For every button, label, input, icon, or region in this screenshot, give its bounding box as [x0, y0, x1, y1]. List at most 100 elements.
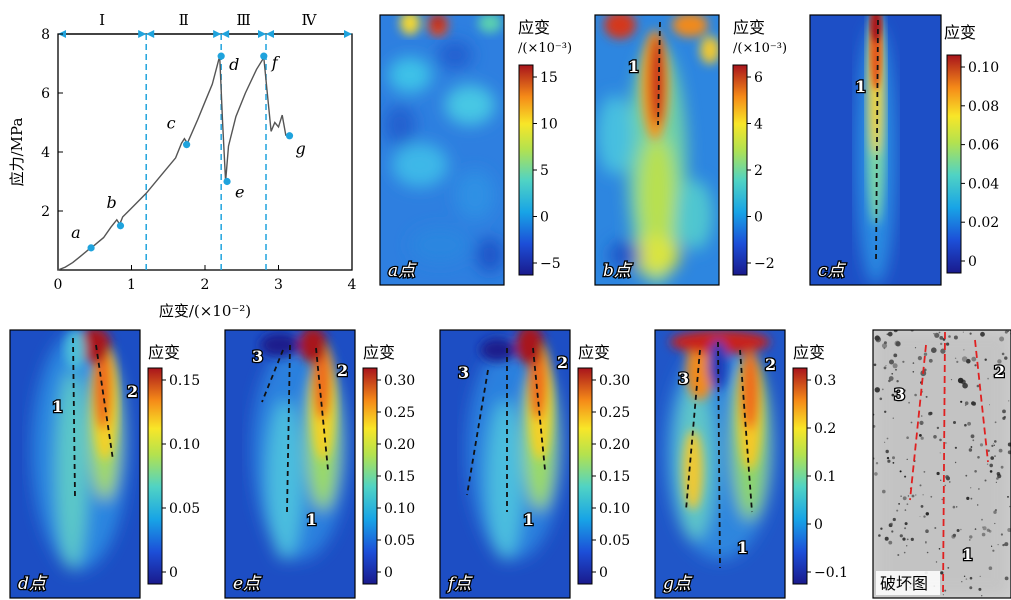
crack-label-c-1: 1: [855, 77, 866, 96]
photo-speckle: [1009, 505, 1011, 508]
photo-speckle: [942, 594, 944, 596]
photo-speckle: [896, 380, 899, 383]
colorbar-tick-label-c: 0.10: [968, 60, 999, 76]
colorbar-tick-label-d: 0.05: [169, 501, 200, 517]
photo-speckle: [904, 527, 907, 530]
colorbar-tick-label-a: 5: [540, 163, 549, 179]
stage-arrow-head-left: [221, 30, 230, 38]
photo-speckle: [989, 470, 993, 473]
photo-speckle: [902, 496, 907, 501]
colorbar-tick-label-d: 0.10: [169, 437, 200, 453]
photo-speckle: [999, 336, 1005, 342]
photo-speckle: [892, 462, 895, 464]
photo-speckle: [908, 401, 910, 404]
photo-speckle: [896, 509, 899, 512]
photo-speckle: [965, 578, 968, 580]
stage-arrow-head-right: [258, 30, 267, 38]
photo-speckle: [875, 462, 879, 465]
photo-speckle: [993, 444, 995, 446]
photo-crack-label-1: 1: [962, 545, 973, 564]
photo-label: 破坏图: [880, 574, 928, 593]
stage-arrows: Ⅰ Ⅱ Ⅲ Ⅳ: [58, 11, 352, 38]
photo-speckle: [1002, 416, 1006, 420]
photo-speckle: [940, 479, 942, 481]
photo-speckle: [965, 474, 968, 477]
crack-label-e-1: 1: [306, 510, 317, 529]
stage-arrow-head-right: [344, 30, 352, 38]
photo-speckle: [925, 541, 927, 544]
colorbar-b: [732, 64, 748, 276]
photo-speckle: [988, 566, 993, 570]
photo-speckle: [990, 456, 994, 460]
point-marker-c: [183, 141, 191, 149]
colorbar-tick-label-b: 0: [754, 210, 763, 226]
photo-speckle: [878, 534, 881, 537]
photo-speckle: [996, 472, 1001, 476]
point-label-g: g: [296, 139, 306, 158]
point-marker-b: [116, 222, 125, 230]
colorbar-g: [792, 367, 808, 585]
photo-speckle: [904, 509, 907, 511]
photo-speckle: [886, 437, 889, 440]
strain-map-e: [224, 329, 356, 599]
photo-speckle: [1008, 400, 1010, 402]
colorbar-tick-label-f: 0.10: [599, 501, 630, 517]
photo-speckle: [881, 388, 884, 391]
colorbar-tick-label-e: 0.10: [384, 501, 415, 517]
crack-label-b-1: 1: [628, 57, 639, 76]
photo-speckle: [925, 512, 929, 516]
photo-speckle: [919, 484, 922, 487]
photo-speckle: [960, 400, 963, 403]
photo-speckle: [938, 331, 941, 334]
photo-speckle: [897, 554, 900, 556]
colorbar-tick-label-b: 2: [754, 163, 763, 179]
photo-speckle: [912, 371, 915, 373]
photo-speckle: [963, 575, 966, 577]
photo-speckle: [974, 364, 977, 367]
photo-speckle: [961, 581, 963, 583]
photo-speckle: [899, 470, 902, 473]
photo-speckle: [940, 342, 943, 346]
colorbar-title-g: 应变: [793, 343, 825, 362]
stage-arrow-head-right: [138, 30, 147, 38]
photo-speckle: [934, 332, 940, 338]
point-label-e: e: [235, 183, 244, 202]
photo-speckle: [946, 476, 950, 481]
colorbar-tick-label-c: 0: [968, 254, 977, 270]
photo-speckle: [991, 545, 993, 547]
colorbar-tick-label-b: 4: [754, 117, 763, 133]
crack-label-f-1: 1: [523, 510, 534, 529]
photo-crack-label-3: 3: [894, 385, 905, 404]
photo-speckle: [964, 401, 969, 405]
x-tick-label: 4: [348, 277, 357, 293]
photo-speckle: [941, 498, 943, 501]
colorbar-d: [147, 367, 163, 585]
photo-speckle: [998, 448, 1003, 453]
photo-speckle: [1004, 542, 1009, 547]
photo-speckle: [952, 533, 956, 537]
stress-strain-curve: [57, 55, 287, 271]
photo-speckle: [900, 495, 902, 497]
photo-speckle: [981, 518, 983, 521]
panel-label-g: g点: [663, 574, 693, 594]
colorbar-tick-label-f: 0.05: [599, 533, 630, 549]
colorbar-tick-label-g: 0.3: [814, 373, 836, 389]
strain-map-d: [9, 329, 141, 599]
photo-speckle: [887, 459, 891, 463]
colorbar-title-b: 应变: [733, 18, 765, 37]
colorbar-title-a: 应变: [518, 18, 550, 37]
colorbar-tick-label-g: 0.2: [814, 421, 836, 437]
photo-speckle: [972, 439, 975, 442]
photo-speckle: [994, 522, 996, 525]
photo-speckle: [919, 420, 924, 425]
photo-speckle: [903, 389, 906, 392]
crack-label-g-1: 1: [737, 538, 748, 557]
photo-speckle: [956, 506, 958, 508]
stage-label: Ⅱ: [179, 11, 189, 29]
axis-ticks: 0 1 2 3 4 2 4 6 8: [41, 27, 356, 293]
photo-speckle: [956, 360, 959, 363]
photo-speckle: [1000, 465, 1004, 469]
colorbar-title-d: 应变: [148, 343, 180, 362]
crack-label-d-1: 1: [52, 397, 63, 416]
photo-speckle: [920, 505, 924, 508]
